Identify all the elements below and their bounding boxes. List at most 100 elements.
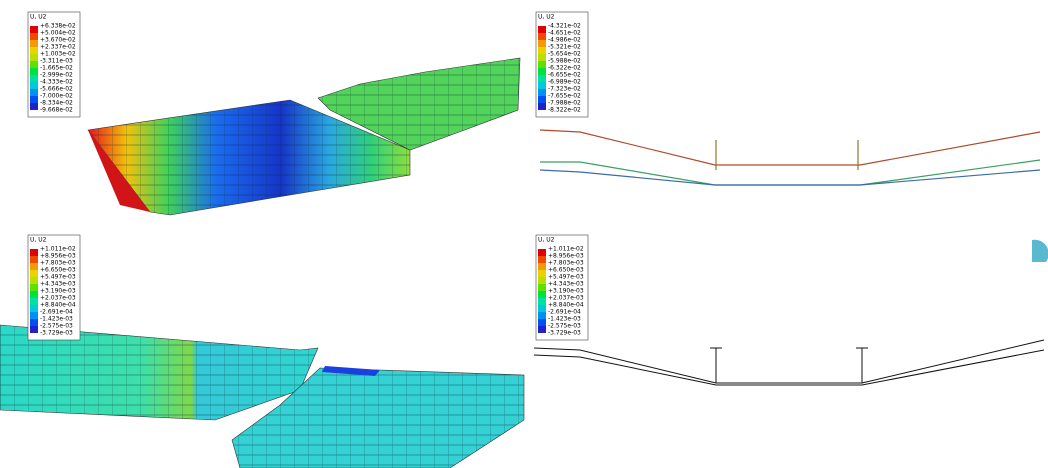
legend-value: +2.337e-02 xyxy=(40,44,76,51)
legend-value: -5.321e-02 xyxy=(548,44,581,51)
legend-value: -4.986e-02 xyxy=(548,37,581,44)
legend-swatch xyxy=(538,312,546,319)
legend-swatch xyxy=(538,82,546,89)
legend-swatch xyxy=(538,298,546,305)
section-profile-bottom xyxy=(534,240,1048,385)
legend-value: +6.650e-03 xyxy=(548,267,584,274)
legend-swatch xyxy=(30,277,38,284)
legend-title: U, U2 xyxy=(538,237,555,244)
legend-swatch xyxy=(30,326,38,333)
legend-value: -3.311e-03 xyxy=(40,58,73,65)
legend-swatch xyxy=(538,75,546,82)
legend-swatch xyxy=(538,68,546,75)
legend-value: -5.666e-02 xyxy=(40,86,73,93)
legend-swatch xyxy=(538,326,546,333)
legend-swatch xyxy=(538,305,546,312)
legend-swatch xyxy=(30,270,38,277)
legend-swatch xyxy=(30,61,38,68)
legend-value: +6.650e-03 xyxy=(40,267,76,274)
legend-value: -1.665e-02 xyxy=(40,65,73,72)
legend-value: +8.840e-04 xyxy=(548,302,584,309)
legend-value: -3.729e-03 xyxy=(548,330,581,337)
legend-swatch xyxy=(30,291,38,298)
legend-value: -4.651e-02 xyxy=(548,30,581,37)
legend-value: +5.004e-02 xyxy=(40,30,76,37)
legend-value: +7.803e-03 xyxy=(40,260,76,267)
legend-swatch xyxy=(538,40,546,47)
legend-value: +8.956e-03 xyxy=(548,253,584,260)
legend-value: +4.343e-03 xyxy=(40,281,76,288)
legend-value: -2.691e-04 xyxy=(40,309,73,316)
deck-3d-bottom xyxy=(0,325,524,468)
legend-swatch xyxy=(538,96,546,103)
legend-value: +2.037e-03 xyxy=(40,295,76,302)
legend-value: -5.654e-02 xyxy=(548,51,581,58)
legend-value: -7.323e-02 xyxy=(548,86,581,93)
legend-swatch xyxy=(538,319,546,326)
legend-value: +2.037e-03 xyxy=(548,295,584,302)
legend-value: -2.999e-02 xyxy=(40,72,73,79)
legend-swatch xyxy=(538,249,546,256)
legend-value: +3.670e-02 xyxy=(40,37,76,44)
legend-value: -7.000e-02 xyxy=(40,93,73,100)
deck-3d-top xyxy=(88,58,520,215)
legend-value: +4.343e-03 xyxy=(548,281,584,288)
legend-value: -6.322e-02 xyxy=(548,65,581,72)
legend-swatch xyxy=(538,47,546,54)
legend-value: -2.691e-04 xyxy=(548,309,581,316)
legend-swatch xyxy=(30,284,38,291)
legend-value: -5.988e-02 xyxy=(548,58,581,65)
legend-value: +1.011e-02 xyxy=(548,246,584,253)
legend-swatch xyxy=(30,33,38,40)
legend-swatch xyxy=(538,89,546,96)
legend: U, U2 +1.011e-02+8.956e-03+7.803e-03+6.65… xyxy=(28,235,80,340)
legend-swatch xyxy=(30,96,38,103)
legend-swatch xyxy=(30,263,38,270)
legend-value: +3.190e-03 xyxy=(40,288,76,295)
legend-value: +8.956e-03 xyxy=(40,253,76,260)
legend-value: +1.011e-02 xyxy=(40,246,76,253)
legend-value: +5.497e-03 xyxy=(40,274,76,281)
legend-swatch xyxy=(30,89,38,96)
legend-swatch xyxy=(538,277,546,284)
legend: U, U2 +1.011e-02+8.956e-03+7.803e-03+6.65… xyxy=(536,235,588,340)
legend-value: +6.338e-02 xyxy=(40,23,76,30)
legend-value: -8.322e-02 xyxy=(548,107,581,114)
legend-swatch xyxy=(538,263,546,270)
legend-swatch xyxy=(538,270,546,277)
figure: U, U2 +6.338e-02+5.004e-02+3.670e-02+2.33… xyxy=(0,0,1048,468)
legend-swatch xyxy=(538,256,546,263)
legend-value: -6.989e-02 xyxy=(548,79,581,86)
legend-value: +3.190e-03 xyxy=(548,288,584,295)
section-profile-top xyxy=(540,130,1040,185)
legend-swatch xyxy=(30,305,38,312)
legend-swatch xyxy=(538,61,546,68)
legend-value: -2.575e-03 xyxy=(548,323,581,330)
legend-value: -2.575e-03 xyxy=(40,323,73,330)
legend-swatch xyxy=(30,82,38,89)
legend-value: -7.988e-02 xyxy=(548,100,581,107)
legend-value: +5.497e-03 xyxy=(548,274,584,281)
legend-swatch xyxy=(538,26,546,33)
legend-swatch xyxy=(30,298,38,305)
legend-value: -4.321e-02 xyxy=(548,23,581,30)
legend-swatch xyxy=(538,284,546,291)
legend-value: -1.423e-03 xyxy=(548,316,581,323)
legend-swatch xyxy=(538,54,546,61)
legend-swatch xyxy=(538,33,546,40)
legend-value: +8.840e-04 xyxy=(40,302,76,309)
legend-title: U, U2 xyxy=(538,14,555,21)
legend-swatch xyxy=(538,103,546,110)
legend-value: -8.334e-02 xyxy=(40,100,73,107)
legend-value: -6.655e-02 xyxy=(548,72,581,79)
legend-swatch xyxy=(30,103,38,110)
legend-swatch xyxy=(538,291,546,298)
legend-value: -3.729e-03 xyxy=(40,330,73,337)
legend-swatch xyxy=(30,256,38,263)
legend-title: U, U2 xyxy=(30,237,47,244)
legend-swatch xyxy=(30,312,38,319)
legend-value: -9.668e-02 xyxy=(40,107,73,114)
legend-value: +7.803e-03 xyxy=(548,260,584,267)
legend-swatch xyxy=(30,68,38,75)
legend: U, U2+6.338e-02+5.004e-02+3.670e-02+2.33… xyxy=(28,12,80,117)
